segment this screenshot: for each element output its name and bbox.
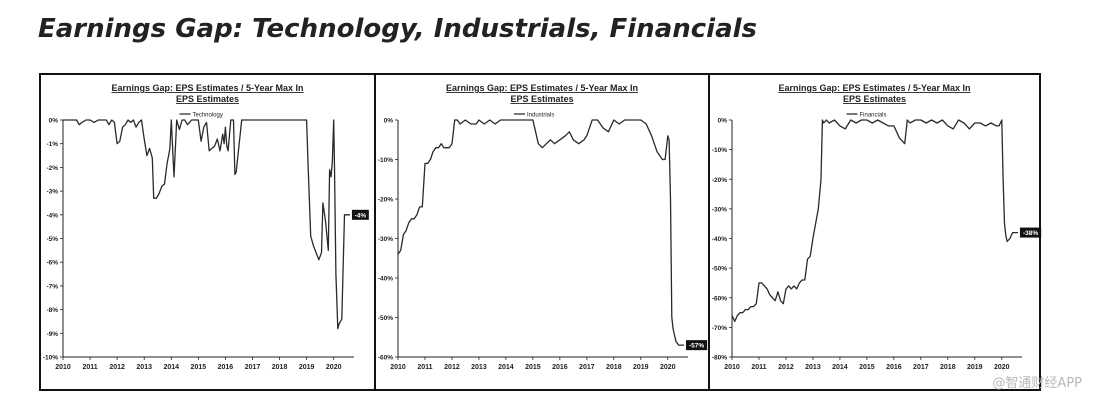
x-tick-label: 2010 (724, 364, 740, 371)
y-tick-label: 0% (49, 118, 59, 125)
y-tick-label: -8% (46, 307, 58, 314)
series-line (63, 119, 350, 330)
x-tick-label: 2015 (859, 364, 875, 371)
end-label-box (1019, 227, 1042, 238)
legend-label: Industrials (527, 113, 554, 119)
y-tick-label: -6% (46, 260, 58, 267)
y-tick-label: -10% (712, 147, 727, 154)
y-tick-label: -20% (712, 177, 727, 184)
legend-label: Technology (193, 113, 223, 119)
x-tick-label: 2015 (191, 364, 207, 371)
y-tick-label: -30% (712, 206, 727, 213)
end-label: -57% (689, 343, 704, 350)
x-tick-label: 2019 (633, 364, 649, 371)
y-tick-label: -80% (712, 355, 727, 362)
y-tick-label: -60% (378, 355, 393, 362)
x-tick-label: 2018 (940, 364, 956, 371)
y-tick-label: -2% (46, 165, 58, 172)
x-tick-label: 2020 (660, 364, 676, 371)
x-tick-label: 2013 (805, 364, 821, 371)
watermark: @智通财经APP (992, 376, 1082, 391)
x-tick-label: 2010 (390, 364, 406, 371)
y-tick-label: -9% (46, 331, 58, 338)
y-tick-label: 0% (718, 118, 728, 125)
y-tick-label: -5% (46, 236, 58, 243)
x-tick-label: 2014 (163, 364, 179, 371)
x-tick-label: 2014 (832, 364, 848, 371)
y-tick-label: 0% (384, 118, 394, 125)
x-tick-label: 2012 (109, 364, 125, 371)
y-tick-label: -3% (46, 189, 58, 196)
y-tick-label: -40% (378, 276, 393, 283)
x-tick-label: 2016 (886, 364, 902, 371)
x-tick-label: 2020 (994, 364, 1010, 371)
y-tick-label: -20% (378, 197, 393, 204)
end-label-box (685, 340, 708, 351)
x-tick-label: 2017 (913, 364, 929, 371)
y-tick-label: -10% (43, 355, 58, 362)
series-line (397, 119, 684, 346)
x-tick-label: 2011 (417, 364, 432, 371)
x-tick-label: 2010 (55, 364, 71, 371)
page-title: Earnings Gap: Technology, Industrials, F… (38, 14, 757, 44)
x-tick-label: 2012 (778, 364, 794, 371)
y-tick-label: -60% (712, 295, 727, 302)
end-label: -38% (1023, 230, 1038, 237)
y-tick-label: -1% (46, 141, 58, 148)
x-tick-label: 2020 (326, 364, 342, 371)
chart-title: Earnings Gap: EPS Estimates / 5-Year Max… (111, 83, 303, 104)
end-label: -4% (355, 212, 367, 219)
y-tick-label: -50% (378, 315, 393, 322)
x-tick-label: 2019 (299, 364, 315, 371)
x-tick-label: 2017 (579, 364, 595, 371)
chart-title: Earnings Gap: EPS Estimates / 5-Year Max… (446, 83, 638, 104)
y-tick-label: -50% (712, 266, 727, 273)
x-tick-label: 2015 (525, 364, 541, 371)
x-tick-label: 2014 (498, 364, 514, 371)
y-tick-label: -10% (378, 157, 393, 164)
y-tick-label: -70% (712, 325, 727, 332)
x-tick-label: 2019 (967, 364, 983, 371)
x-tick-label: 2018 (606, 364, 622, 371)
x-tick-label: 2012 (444, 364, 460, 371)
legend-label: Financials (860, 113, 887, 119)
y-tick-label: -4% (46, 212, 58, 219)
x-tick-label: 2016 (552, 364, 568, 371)
x-tick-label: 2013 (136, 364, 152, 371)
y-tick-label: -7% (46, 283, 58, 290)
end-label-box (351, 209, 369, 220)
x-tick-label: 2018 (272, 364, 288, 371)
series-line (731, 119, 1018, 323)
x-tick-label: 2016 (218, 364, 234, 371)
x-tick-label: 2013 (471, 364, 487, 371)
x-tick-label: 2011 (751, 364, 766, 371)
y-tick-label: -40% (712, 236, 727, 243)
chart-title: Earnings Gap: EPS Estimates / 5-Year Max… (778, 83, 970, 104)
x-tick-label: 2017 (245, 364, 261, 371)
x-tick-label: 2011 (82, 364, 97, 371)
y-tick-label: -30% (378, 236, 393, 243)
